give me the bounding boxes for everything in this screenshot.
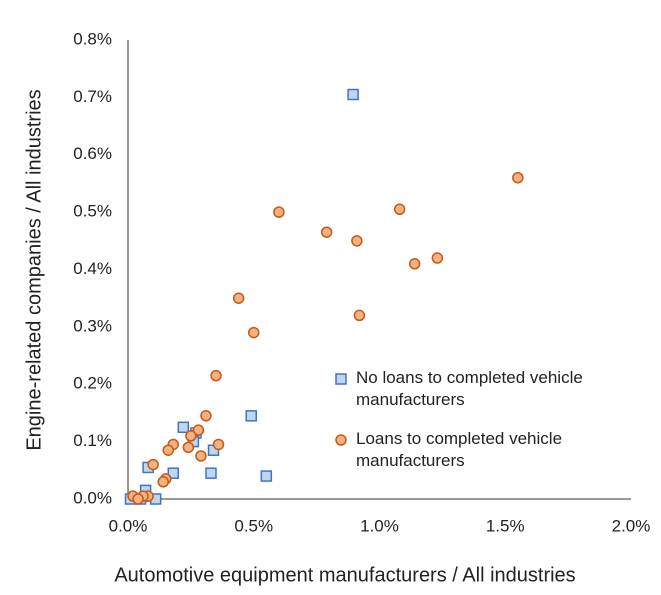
y-tick-label: 0.2% [73,374,112,393]
point [132,493,144,505]
y-axis-title: Engine-related companies / All industrie… [23,89,45,450]
point [347,88,359,101]
point [273,206,285,218]
x-tick-label: 1.0% [360,516,399,535]
point [351,235,363,247]
point [210,369,222,382]
x-tick-label: 0.0% [109,516,148,535]
point [182,441,195,454]
y-tick-label: 0.4% [73,259,112,278]
point [200,410,212,422]
point [177,421,190,434]
y-tick-label: 0.0% [73,488,112,507]
point [320,226,333,238]
y-tick-label: 0.5% [73,202,112,221]
y-tick-label: 0.3% [73,316,112,335]
point [353,309,366,322]
point [205,467,217,479]
x-tick-label: 2.0% [612,516,651,535]
point [162,444,174,456]
legend-entry: No loans to completed vehicle manufactur… [356,368,583,409]
x-tick-label: 1.5% [486,516,525,535]
point [185,430,197,442]
legend-marker [335,434,347,446]
point [167,467,180,479]
point [192,424,205,436]
point [431,252,444,264]
legend-marker [335,373,347,385]
x-axis-title: Automotive equipment manufacturers / All… [114,564,575,586]
point [260,470,273,482]
point [232,292,245,304]
legend-entry: Loans to completed vehicle manufacturers [356,429,563,470]
point [212,438,225,451]
point [512,171,524,184]
point [408,258,421,270]
point [393,203,406,216]
point [147,458,159,471]
legend-label: Loans to completed vehicle manufacturers [356,429,563,470]
y-tick-label: 0.6% [73,144,112,163]
point [157,476,169,488]
point [195,450,207,462]
legend-label: No loans to completed vehicle manufactur… [356,368,583,409]
y-tick-label: 0.1% [73,431,112,450]
x-tick-label: 0.5% [234,516,273,535]
y-tick-label: 0.8% [73,29,112,48]
y-tick-label: 0.7% [73,87,112,106]
point [245,410,257,422]
point [248,326,260,339]
